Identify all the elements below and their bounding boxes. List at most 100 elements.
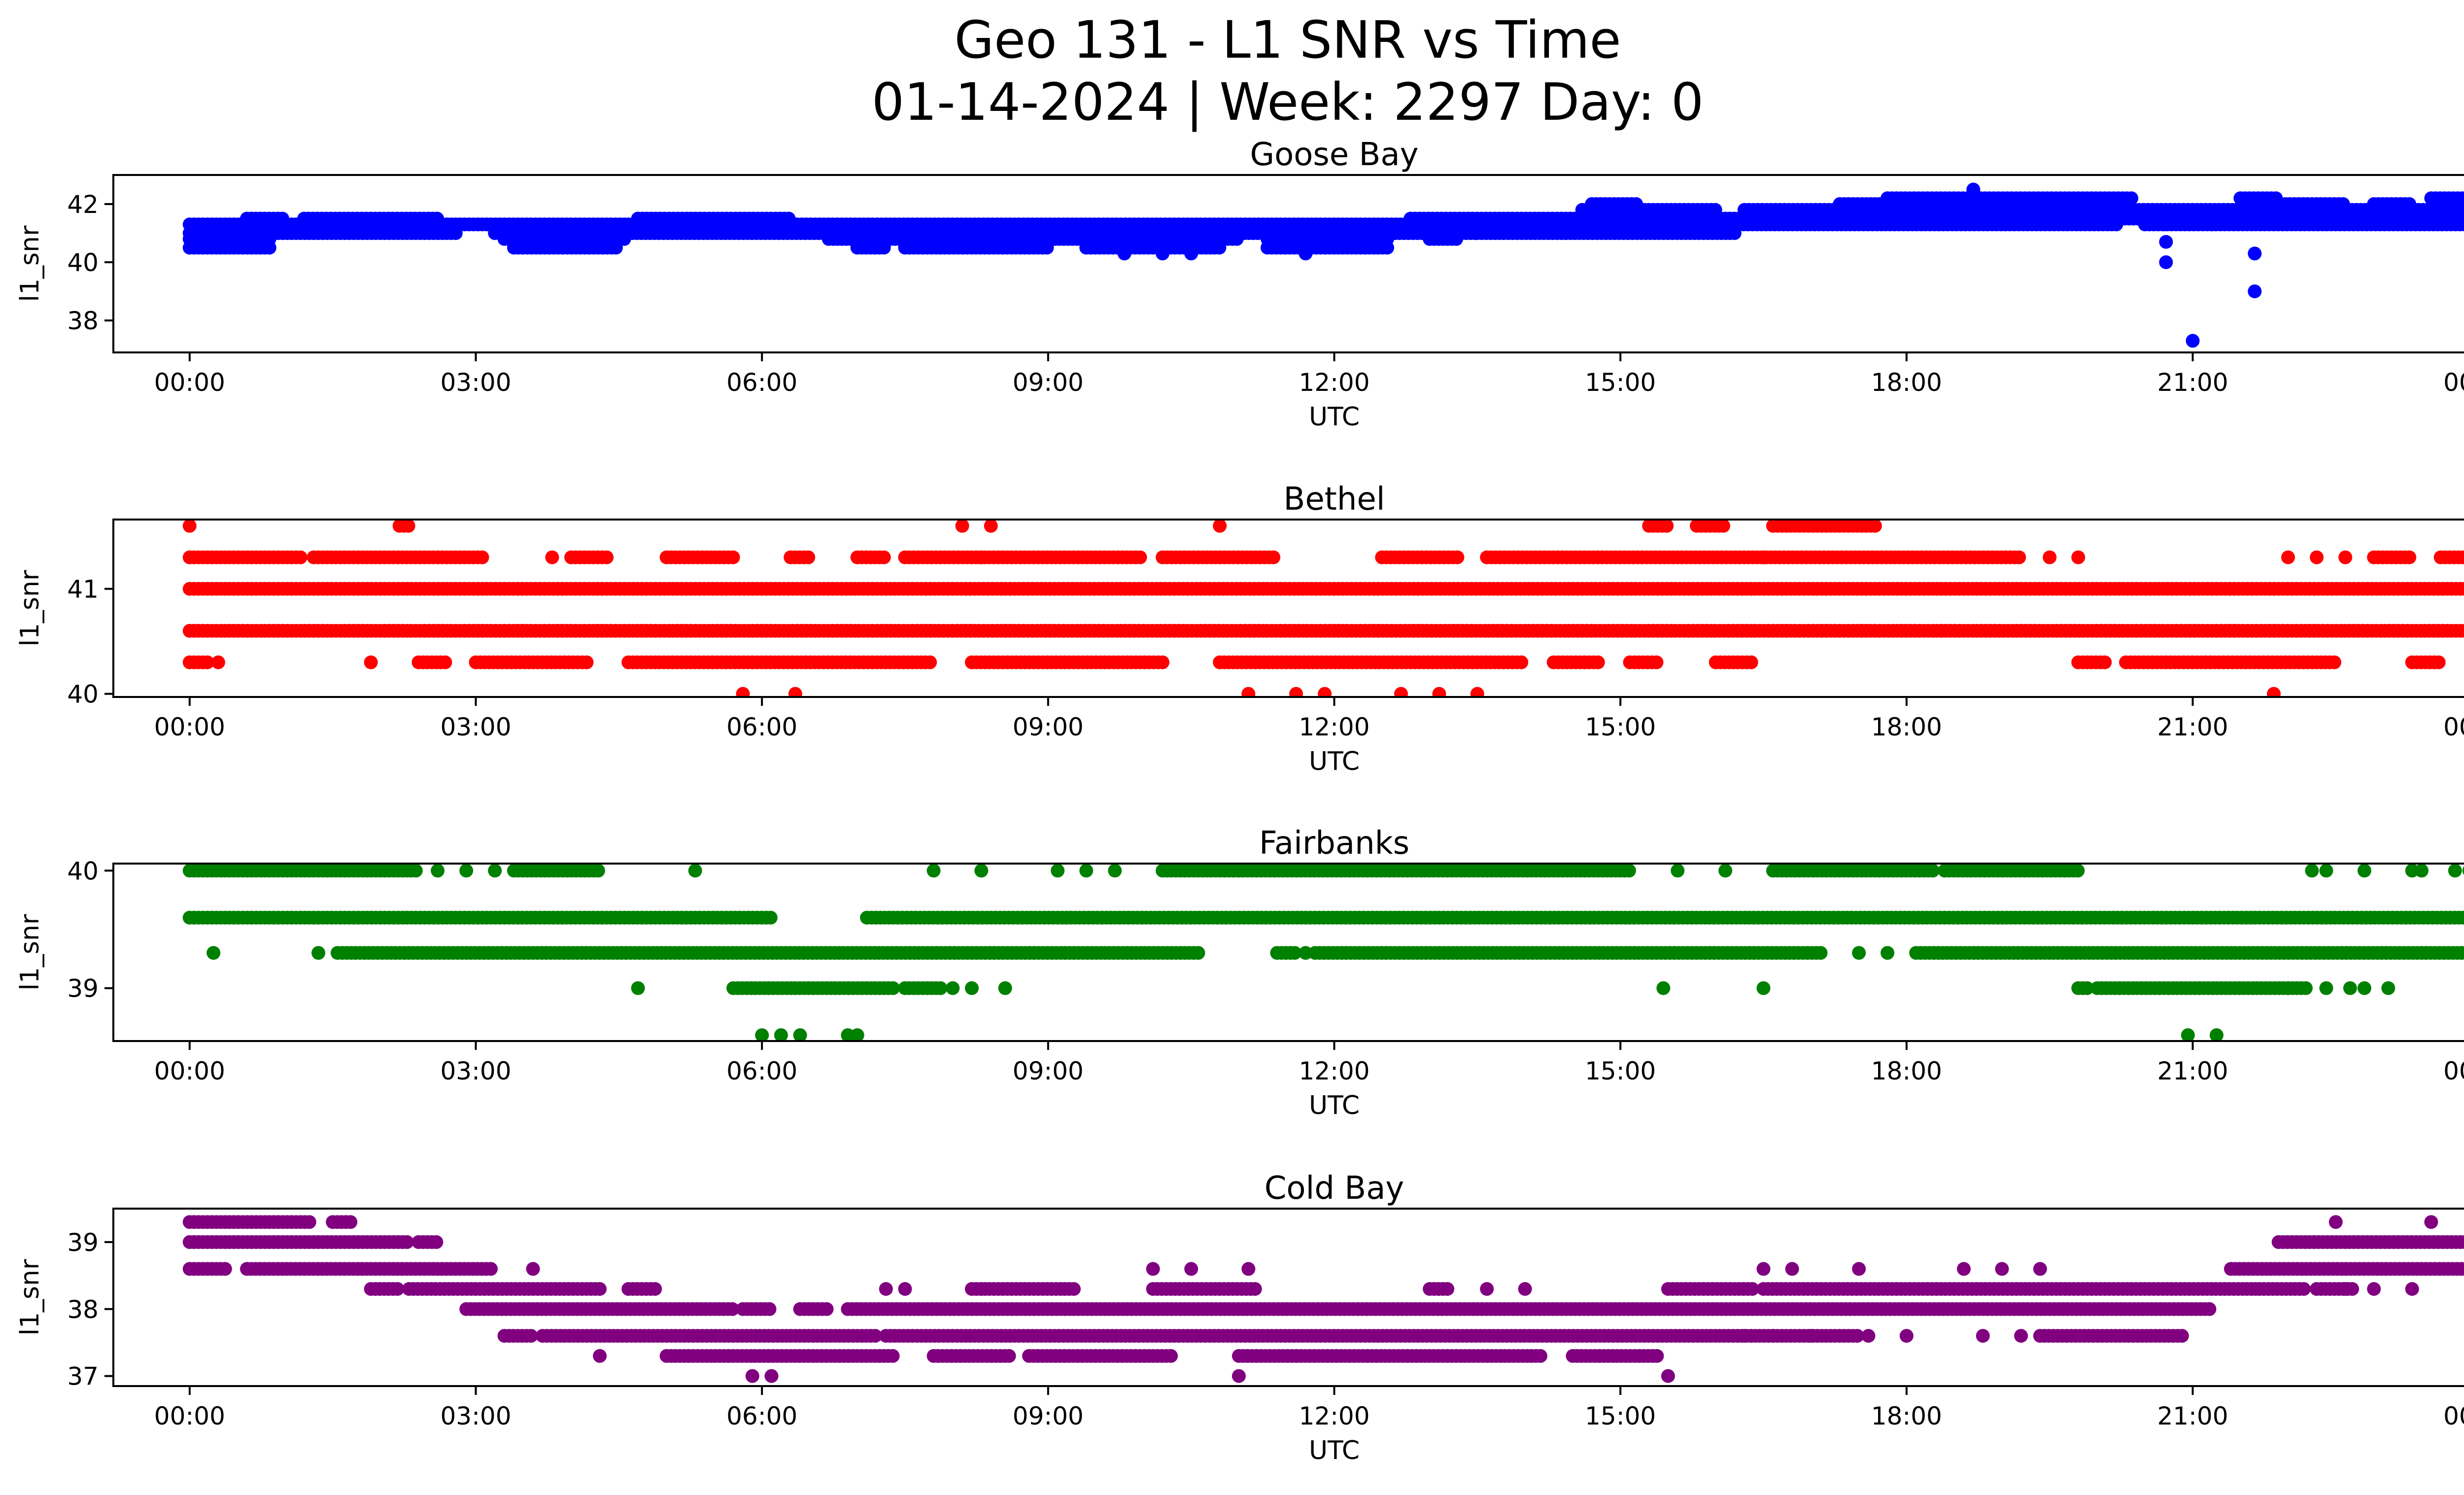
figure-title: Geo 131 - L1 SNR vs Time 01-14-2024 | We… <box>0 9 2464 133</box>
data-point <box>1649 655 1664 669</box>
data-point <box>923 655 937 669</box>
x-tick-label: 21:00 <box>2157 368 2228 397</box>
axes-frame <box>112 519 2464 698</box>
data-point <box>2233 211 2248 226</box>
x-tick-label: 06:00 <box>726 713 797 741</box>
data-point <box>1966 182 1981 197</box>
data-point <box>364 655 378 669</box>
data-point <box>1241 687 1256 697</box>
data-point <box>1156 246 1170 261</box>
data-point <box>2124 191 2139 206</box>
data-point <box>1656 981 1671 995</box>
x-tick-label: 18:00 <box>1871 368 1942 397</box>
x-tick-label: 03:00 <box>440 368 511 397</box>
data-point <box>946 981 960 995</box>
data-point <box>2338 550 2353 564</box>
data-point <box>755 1028 769 1041</box>
data-point <box>726 550 740 564</box>
data-points <box>182 182 2464 348</box>
data-point <box>330 946 344 960</box>
x-tick-label: 06:00 <box>726 368 797 397</box>
x-tick-label: 12:00 <box>1299 368 1369 397</box>
data-point <box>1117 246 1131 261</box>
data-point <box>1394 687 1408 697</box>
data-point <box>1288 946 1302 960</box>
data-point <box>430 211 445 226</box>
data-point <box>2012 550 2026 564</box>
data-point <box>2071 864 2085 878</box>
x-tick-label: 03:00 <box>440 713 511 741</box>
data-point <box>2159 255 2173 269</box>
data-point <box>801 550 816 564</box>
y-axis-label: l1_snr <box>15 570 45 647</box>
figure-title-line-1: Geo 131 - L1 SNR vs Time <box>954 10 1621 70</box>
data-point <box>1514 655 1529 669</box>
data-point <box>1744 655 1758 669</box>
data-point <box>1868 520 1882 533</box>
data-point <box>1814 946 1828 960</box>
data-point <box>2460 192 2464 205</box>
data-point <box>1450 550 1465 564</box>
data-point <box>1756 981 1771 995</box>
data-point <box>2319 981 2333 995</box>
data-point <box>545 550 559 564</box>
x-tick-label: 00:00 <box>2443 368 2464 397</box>
data-point <box>1289 687 1303 697</box>
data-point <box>182 520 197 533</box>
data-point <box>2327 655 2341 669</box>
x-axis-label: UTC <box>1309 402 1360 432</box>
data-point <box>965 981 979 995</box>
data-point <box>2157 217 2171 232</box>
data-point <box>2281 981 2295 995</box>
data-point <box>774 1028 788 1041</box>
data-point <box>850 1028 864 1041</box>
data-point <box>2431 655 2446 669</box>
data-point <box>1660 520 1674 533</box>
y-axis-label: l1_snr <box>15 225 45 302</box>
x-tick-label: 12:00 <box>1299 713 1369 741</box>
subplot-title: Bethel <box>1283 481 1385 518</box>
data-point <box>2248 246 2262 261</box>
data-point <box>2402 197 2417 211</box>
data-point <box>955 520 969 533</box>
x-tick-label: 18:00 <box>1871 713 1942 741</box>
data-point <box>1925 864 1940 878</box>
data-point <box>2298 981 2313 995</box>
data-point <box>1432 687 1446 697</box>
data-point <box>1266 550 1281 564</box>
data-point <box>1191 946 1205 960</box>
data-point <box>2462 626 2464 635</box>
data-point <box>793 1028 807 1041</box>
data-point <box>1133 550 1147 564</box>
data-point <box>2461 912 2464 924</box>
data-point <box>1622 864 1636 878</box>
data-point <box>1708 203 1722 217</box>
figure-title-line-2: 01-14-2024 | Week: 2297 Day: 0 <box>871 72 1704 132</box>
data-point <box>1318 687 1332 697</box>
data-points <box>182 864 2464 1041</box>
x-tick-label: 00:00 <box>2443 713 2464 741</box>
y-tick-label: 40 <box>67 680 99 709</box>
data-point <box>1156 655 1169 669</box>
data-point <box>984 520 998 533</box>
data-point <box>2269 191 2283 206</box>
data-point <box>1756 550 1771 564</box>
y-tick-label: 42 <box>67 190 99 219</box>
data-point <box>2343 981 2357 995</box>
data-point <box>2098 655 2112 669</box>
data-point <box>998 981 1012 995</box>
data-point <box>2381 981 2396 995</box>
data-point <box>1716 520 1730 533</box>
data-point <box>1470 687 1484 697</box>
data-point <box>600 550 614 564</box>
data-point <box>293 550 308 564</box>
data-point <box>475 550 489 564</box>
data-point <box>2159 235 2173 249</box>
data-point <box>2071 550 2086 564</box>
data-point <box>2458 582 2464 596</box>
data-point <box>877 550 891 564</box>
data-point <box>2462 584 2464 593</box>
